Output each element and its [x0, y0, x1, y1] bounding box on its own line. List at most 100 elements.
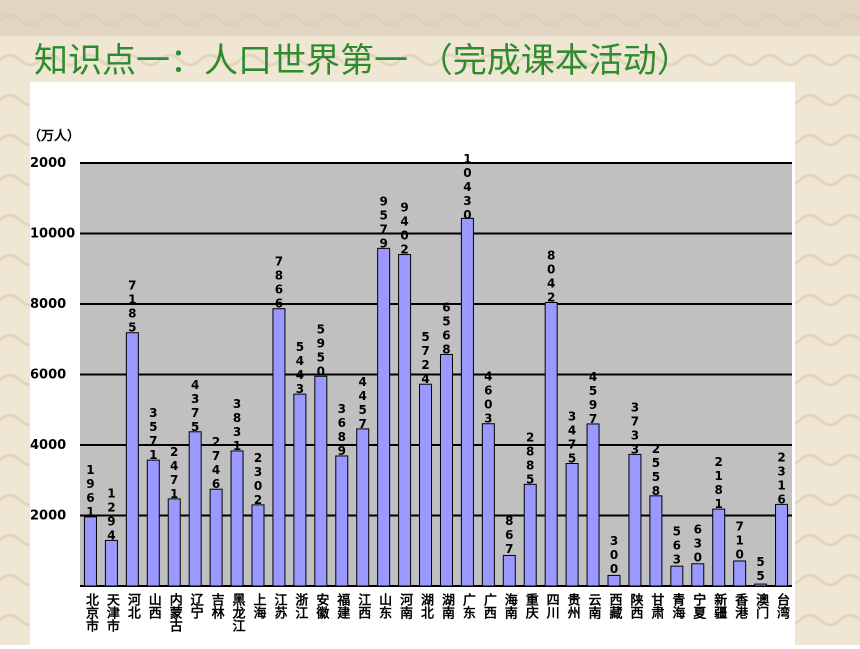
- x-tick-label: 天津市: [104, 593, 120, 633]
- y-tick-label: 2000: [30, 509, 66, 524]
- value-label: 4457: [356, 375, 370, 431]
- slide-title: 知识点一：人口世界第一 （完成课本活动）: [34, 41, 691, 81]
- value-label: 2302: [251, 451, 265, 507]
- bar: [125, 332, 139, 587]
- bar: [230, 450, 244, 587]
- bar: [565, 463, 579, 587]
- value-label: 867: [502, 514, 516, 556]
- bar: [272, 308, 286, 587]
- x-tick-label: 贵州: [565, 592, 582, 620]
- x-tick-label: 安徽: [313, 592, 330, 620]
- value-label: 55: [754, 555, 768, 583]
- bar: [670, 565, 684, 587]
- value-label: 1961: [83, 463, 97, 519]
- bar: [544, 302, 558, 587]
- value-label: 8042: [544, 249, 558, 305]
- x-tick-label: 江西: [355, 592, 371, 620]
- x-tick-label: 湖北: [418, 593, 434, 620]
- value-label: 300: [607, 534, 621, 576]
- x-tick-label: 云南: [586, 593, 602, 620]
- value-label: 2885: [523, 430, 537, 486]
- x-tick-label: 内蒙古: [167, 592, 183, 633]
- x-tick-label: 山西: [146, 592, 162, 620]
- value-label: 3571: [146, 406, 160, 462]
- bar: [439, 353, 453, 587]
- value-label: 3733: [628, 400, 642, 456]
- value-label: 5724: [419, 330, 433, 386]
- x-tick-label: 黑龙江: [230, 593, 246, 633]
- value-label: 9579: [377, 194, 391, 250]
- x-tick-label: 山东: [376, 592, 392, 620]
- bar: [419, 383, 433, 587]
- value-label: 3689: [335, 402, 349, 458]
- value-label: 563: [670, 525, 684, 567]
- x-tick-label: 台湾: [774, 592, 790, 620]
- value-label: 630: [691, 522, 705, 564]
- value-label: 2471: [167, 445, 181, 501]
- y-tick-label: 8000: [30, 297, 66, 312]
- value-label: 6568: [439, 300, 453, 356]
- value-label: 5443: [293, 340, 307, 396]
- bar: [775, 503, 789, 587]
- bar: [335, 455, 349, 587]
- x-tick-label: 新疆: [711, 592, 727, 620]
- value-label: 4597: [586, 370, 600, 426]
- x-tick-label: 香港: [732, 592, 749, 620]
- value-label: 2746: [209, 435, 223, 491]
- x-tick-label: 海南: [502, 592, 518, 620]
- bar: [356, 428, 370, 587]
- x-tick-label: 广东: [460, 592, 476, 620]
- bar: [377, 247, 391, 587]
- y-tick-label: 2000: [30, 156, 66, 171]
- bar: [167, 498, 181, 587]
- bar: [146, 459, 160, 587]
- bar: [649, 495, 663, 587]
- x-tick-label: 四川: [544, 593, 561, 619]
- value-label: 10430: [460, 152, 474, 222]
- x-tick-label: 北京市: [83, 593, 99, 633]
- value-label: 2558: [649, 442, 663, 498]
- value-label: 3831: [230, 397, 244, 453]
- value-label: 9402: [398, 201, 412, 257]
- bar: [188, 431, 202, 587]
- y-axis-label: （万人）: [28, 128, 80, 144]
- bar: [83, 516, 97, 587]
- bar: [628, 453, 642, 587]
- value-label: 2181: [712, 455, 726, 511]
- y-tick-label: 4000: [30, 438, 66, 453]
- x-tick-label: 福建: [334, 592, 351, 620]
- x-tick-label: 澳门: [753, 592, 769, 620]
- x-tick-label: 西藏: [607, 593, 623, 620]
- x-tick-label: 吉林: [209, 593, 225, 620]
- bar: [104, 539, 118, 587]
- x-tick-label: 广西: [481, 592, 497, 620]
- bar: [209, 488, 223, 587]
- value-label: 4603: [481, 370, 495, 426]
- bar: [251, 504, 265, 587]
- x-tick-label: 江苏: [271, 592, 287, 620]
- x-tick-label: 上海: [251, 593, 267, 620]
- top-border: [0, 0, 860, 36]
- bar: [607, 574, 621, 587]
- bar: [293, 393, 307, 587]
- bar: [481, 423, 495, 587]
- x-tick-label: 重庆: [523, 592, 540, 620]
- x-tick-label: 河南: [397, 592, 413, 620]
- x-tick-label: 河北: [125, 592, 141, 620]
- x-tick-label: 湖南: [439, 593, 455, 620]
- value-label: 710: [733, 519, 747, 561]
- value-label: 5950: [314, 322, 328, 378]
- x-tick-label: 浙江: [292, 592, 308, 620]
- bar: [733, 560, 747, 587]
- bar: [523, 483, 537, 587]
- value-label: 1294: [104, 486, 118, 542]
- value-label: 7185: [125, 279, 139, 335]
- value-label: 7866: [272, 255, 286, 311]
- value-label: 2316: [775, 450, 789, 506]
- bar: [754, 583, 768, 587]
- y-tick-label: 6000: [30, 368, 66, 383]
- bar: [712, 508, 726, 587]
- x-tick-label: 宁夏: [690, 592, 707, 620]
- x-tick-label: 辽宁: [188, 593, 204, 620]
